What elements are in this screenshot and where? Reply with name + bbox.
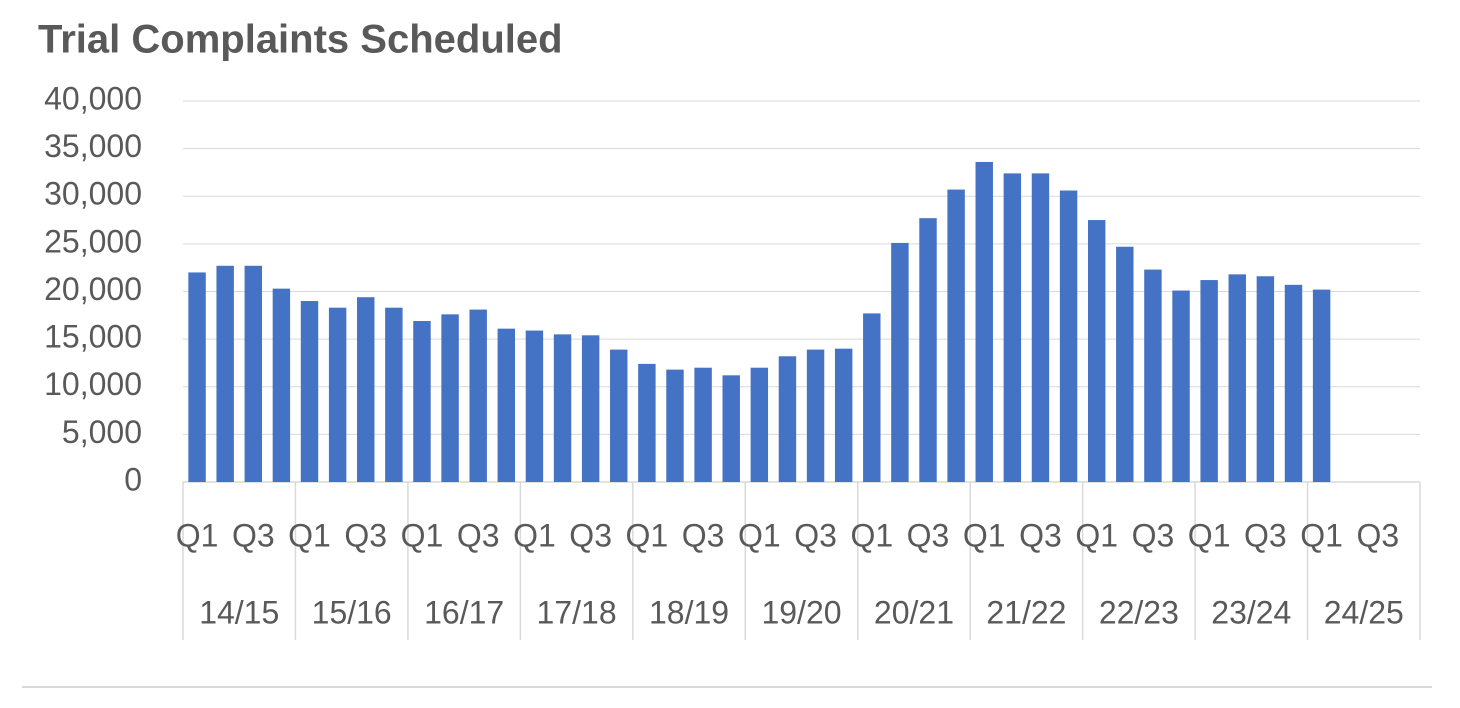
x-tick-label: Q1 xyxy=(401,517,444,553)
x-tick-label: Q1 xyxy=(513,517,556,553)
bar xyxy=(610,349,628,482)
bar xyxy=(1172,290,1190,482)
bar xyxy=(1228,274,1246,482)
y-tick-label: 35,000 xyxy=(44,128,142,164)
group-label: 20/21 xyxy=(874,594,954,630)
y-tick-label: 0 xyxy=(124,461,142,497)
bar xyxy=(1144,269,1162,482)
bar xyxy=(441,314,459,482)
x-tick-label: Q1 xyxy=(738,517,781,553)
bar xyxy=(750,367,769,482)
bar xyxy=(919,218,937,482)
y-tick-label: 20,000 xyxy=(44,271,142,307)
bar xyxy=(1284,284,1303,482)
bar xyxy=(581,335,600,482)
y-tick-label: 25,000 xyxy=(44,223,142,259)
bar xyxy=(357,297,375,482)
x-tick-label: Q3 xyxy=(232,517,275,553)
bar xyxy=(947,189,965,482)
x-tick-label: Q1 xyxy=(1075,517,1118,553)
group-label: 15/16 xyxy=(312,594,392,630)
bar xyxy=(722,375,740,482)
x-tick-label: Q3 xyxy=(907,517,950,553)
bar xyxy=(694,367,712,482)
x-tick-label: Q1 xyxy=(1188,517,1231,553)
x-tick-label: Q3 xyxy=(1019,517,1062,553)
x-tick-label: Q3 xyxy=(569,517,612,553)
x-tick-label: Q3 xyxy=(682,517,725,553)
bar xyxy=(778,356,797,482)
bar xyxy=(413,321,431,482)
bar xyxy=(328,307,347,482)
bar xyxy=(469,309,487,482)
bar xyxy=(272,288,291,482)
x-tick-label: Q1 xyxy=(288,517,331,553)
x-tick-label: Q3 xyxy=(457,517,500,553)
y-tick-label: 5,000 xyxy=(62,414,142,450)
group-label: 23/24 xyxy=(1211,594,1291,630)
bar xyxy=(1256,276,1275,482)
bar xyxy=(216,265,234,482)
bar xyxy=(300,301,319,482)
group-label: 16/17 xyxy=(424,594,504,630)
bar xyxy=(1059,190,1078,482)
bar xyxy=(385,307,403,482)
bar xyxy=(806,349,825,482)
bar xyxy=(553,334,572,482)
group-label: 14/15 xyxy=(199,594,279,630)
x-tick-label: Q3 xyxy=(344,517,387,553)
bar xyxy=(1312,289,1331,482)
bar xyxy=(497,328,516,482)
bar xyxy=(891,242,909,482)
chart-title: Trial Complaints Scheduled xyxy=(38,18,563,62)
group-label: 24/25 xyxy=(1324,594,1404,630)
bar xyxy=(188,272,206,482)
bar xyxy=(1200,280,1218,482)
group-label: 18/19 xyxy=(649,594,729,630)
y-tick-label: 10,000 xyxy=(44,366,142,402)
bar xyxy=(834,348,853,482)
bar xyxy=(638,363,656,482)
x-tick-label: Q3 xyxy=(1356,517,1399,553)
group-label: 22/23 xyxy=(1099,594,1179,630)
bar xyxy=(525,330,544,482)
x-tick-label: Q1 xyxy=(1300,517,1343,553)
bar xyxy=(1031,173,1050,482)
group-label: 19/20 xyxy=(761,594,841,630)
y-tick-label: 40,000 xyxy=(44,80,142,116)
bar xyxy=(863,313,881,482)
x-tick-label: Q1 xyxy=(176,517,219,553)
group-label: 17/18 xyxy=(537,594,617,630)
group-label: 21/22 xyxy=(986,594,1066,630)
bar xyxy=(244,265,262,482)
x-tick-label: Q3 xyxy=(1132,517,1175,553)
y-tick-label: 15,000 xyxy=(44,319,142,355)
bar xyxy=(1087,220,1106,482)
bar xyxy=(975,161,993,482)
bar xyxy=(666,369,684,482)
y-tick-label: 30,000 xyxy=(44,176,142,212)
x-tick-label: Q1 xyxy=(850,517,893,553)
x-tick-label: Q3 xyxy=(794,517,837,553)
x-tick-label: Q1 xyxy=(626,517,669,553)
bar xyxy=(1116,246,1134,482)
bar xyxy=(1003,173,1022,482)
x-tick-label: Q1 xyxy=(963,517,1006,553)
x-tick-label: Q3 xyxy=(1244,517,1287,553)
